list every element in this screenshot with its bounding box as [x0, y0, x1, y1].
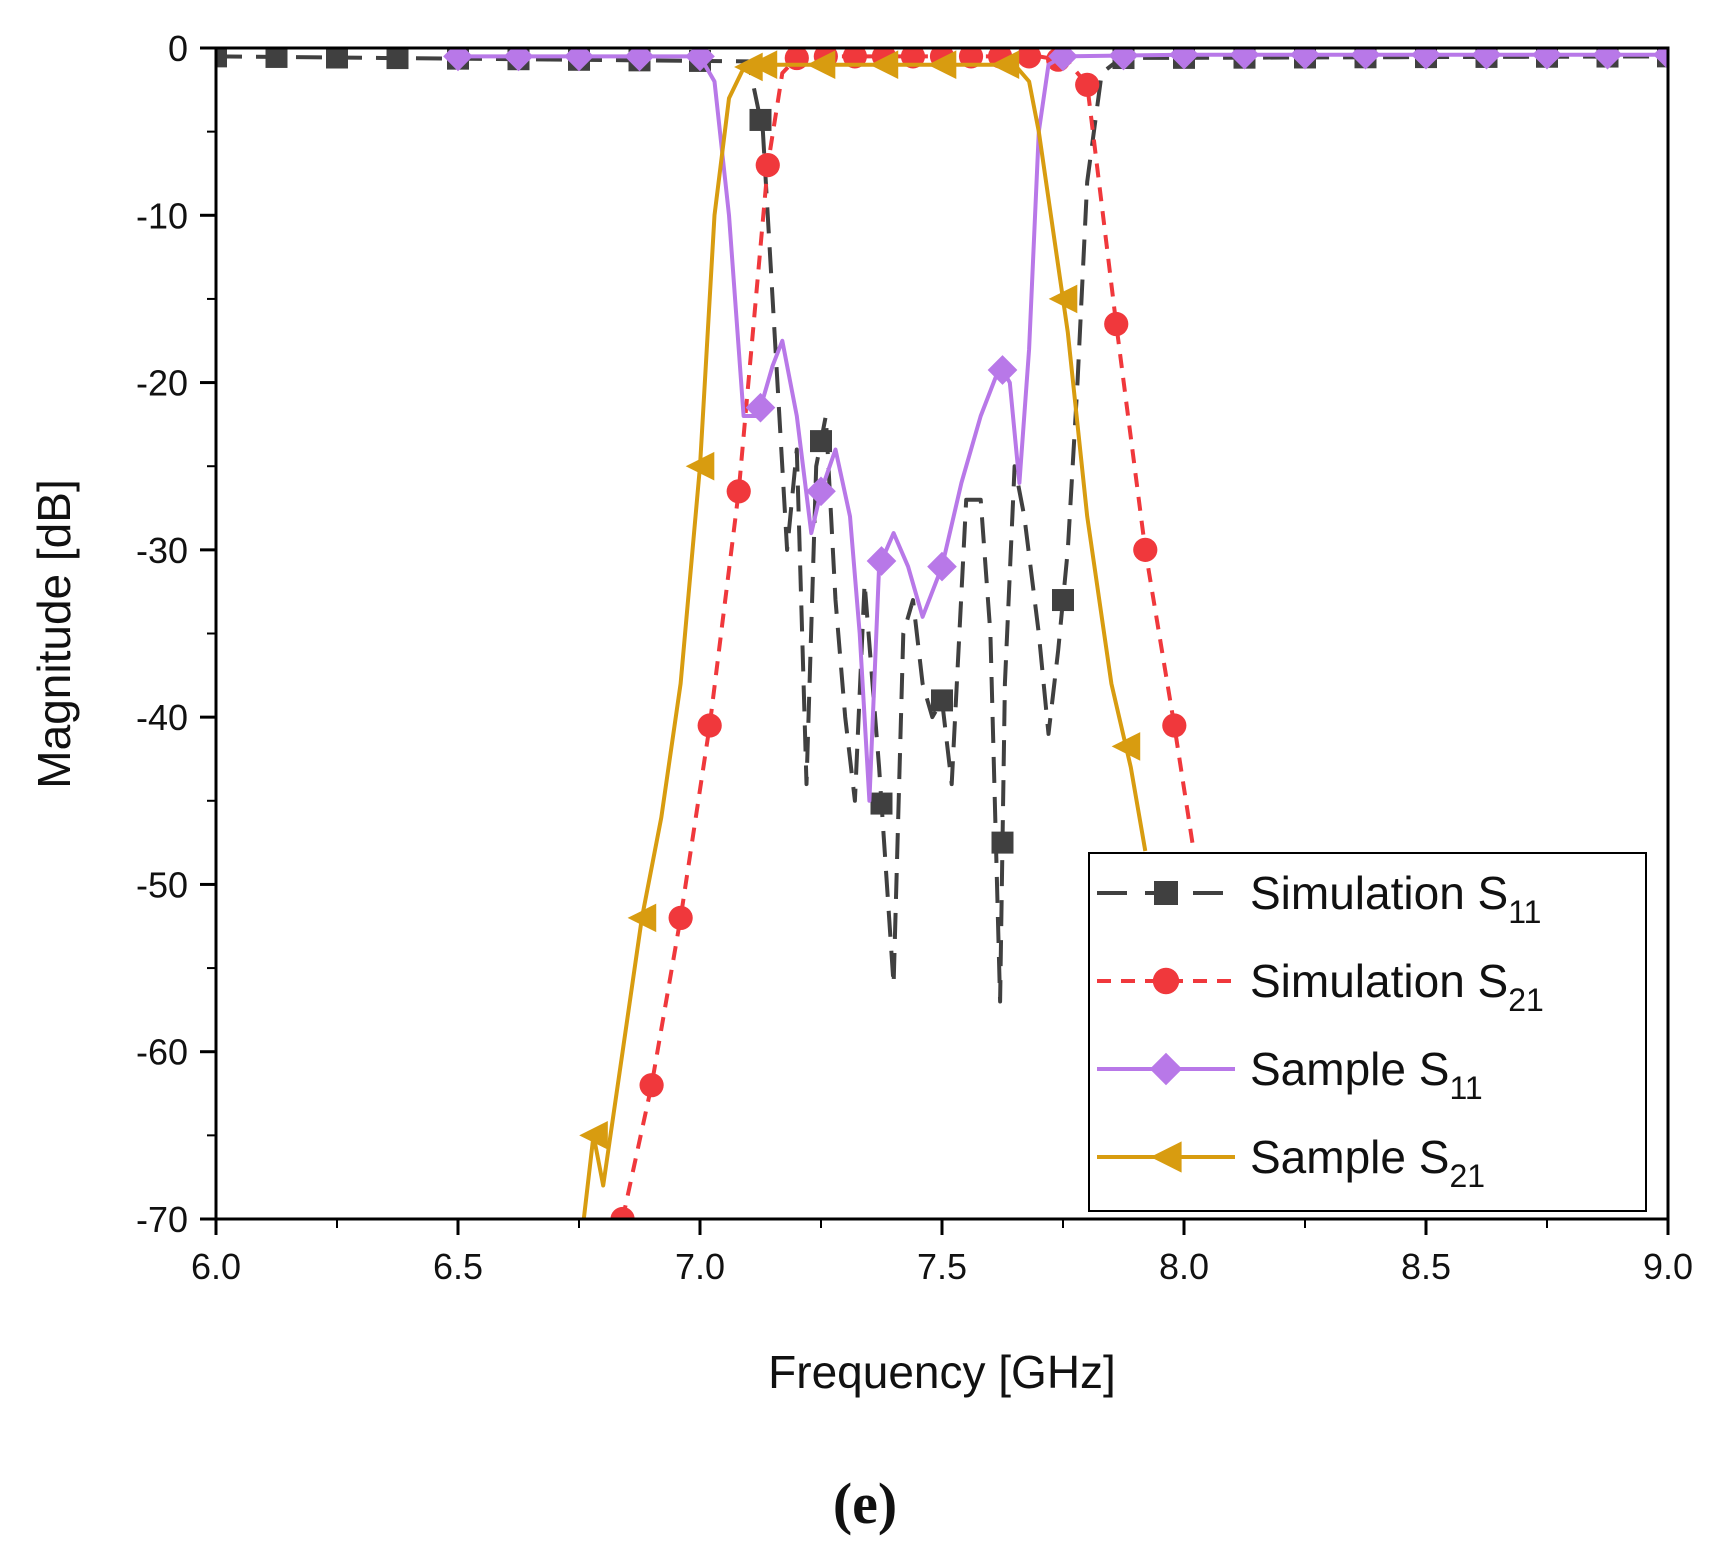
data-point-simulation-s21	[697, 713, 722, 738]
y-tick-label: -10	[136, 195, 188, 236]
y-tick-label: -60	[136, 1032, 188, 1073]
data-point-sample-s11	[1532, 48, 1562, 70]
legend-marker	[1154, 881, 1178, 905]
axis-ticks: 6.0 6.5 7.0 7.5 8.0 8.5 9.0 0 -10 -20 -30 -40 -50 -60…	[136, 28, 1693, 1287]
data-point-simulation-s11	[931, 689, 953, 712]
series-sample-s11	[443, 48, 1668, 803]
x-tick-label: 8.0	[1159, 1246, 1209, 1287]
data-point-sample-s11	[745, 392, 776, 423]
data-point-simulation-s21	[639, 1073, 664, 1098]
data-point-sample-s11	[1471, 48, 1502, 70]
data-point-sample-s11	[806, 476, 836, 507]
data-point-sample-s21	[627, 903, 657, 933]
data-point-sample-s11	[503, 48, 534, 72]
data-point-sample-s21	[806, 50, 836, 80]
x-tick-label: 7.0	[675, 1246, 725, 1287]
x-tick-label: 9.0	[1643, 1246, 1693, 1287]
legend-box	[1088, 852, 1647, 1212]
data-point-sample-s11	[1229, 48, 1260, 70]
y-tick-label: -30	[136, 530, 188, 571]
data-point-simulation-s21	[668, 905, 693, 930]
data-point-sample-s11	[1290, 48, 1320, 70]
data-point-sample-s21	[748, 50, 778, 80]
data-point-sample-s21	[990, 50, 1020, 80]
data-point-sample-s11	[1108, 48, 1139, 71]
x-tick-label: 8.5	[1401, 1246, 1451, 1287]
x-tick-label: 6.0	[191, 1246, 241, 1287]
data-point-sample-s11	[1653, 48, 1668, 70]
y-axis-title: Magnitude [dB]	[28, 479, 80, 788]
data-point-simulation-s21	[610, 1206, 635, 1219]
data-point-simulation-s21	[1162, 713, 1187, 738]
data-point-sample-s21	[927, 50, 957, 80]
data-point-simulation-s11	[870, 792, 893, 815]
data-point-sample-s21	[1048, 284, 1078, 314]
data-point-simulation-s11	[216, 48, 227, 68]
data-point-simulation-s11	[1052, 589, 1074, 612]
data-point-sample-s21	[685, 451, 715, 481]
data-point-sample-s11	[624, 48, 655, 72]
data-point-simulation-s11	[386, 48, 409, 70]
y-tick-label: 0	[168, 28, 188, 69]
y-tick-label: -40	[136, 697, 188, 738]
data-point-sample-s11	[1411, 48, 1441, 70]
data-point-simulation-s21	[1017, 48, 1042, 69]
panel-label: (e)	[833, 1471, 897, 1536]
y-tick-label: -20	[136, 363, 188, 404]
x-tick-label: 7.5	[917, 1246, 967, 1287]
series-line-sample-s11	[458, 52, 1668, 803]
data-point-sample-s11	[443, 48, 473, 72]
data-point-sample-s21	[869, 50, 899, 80]
y-tick-label: -50	[136, 864, 188, 905]
data-point-sample-s11	[1048, 48, 1078, 72]
data-point-sample-s11	[564, 48, 594, 72]
x-tick-label: 6.5	[433, 1246, 483, 1287]
data-point-sample-s21	[579, 1121, 608, 1150]
data-point-simulation-s21	[1075, 72, 1100, 97]
data-point-sample-s11	[1350, 48, 1381, 70]
data-point-sample-s11	[866, 546, 897, 576]
series-line-simulation-s21	[620, 54, 1196, 1219]
data-point-sample-s11	[1169, 48, 1199, 70]
data-point-simulation-s21	[1133, 537, 1158, 562]
legend-marker	[1150, 1141, 1182, 1173]
x-axis-title: Frequency [GHz]	[768, 1346, 1116, 1398]
data-point-simulation-s11	[265, 48, 288, 68]
data-point-simulation-s21	[755, 153, 780, 178]
data-point-sample-s11	[685, 48, 715, 72]
series-sample-s21	[579, 50, 1148, 1219]
data-point-simulation-s11	[749, 108, 772, 131]
legend-marker	[1149, 1052, 1183, 1086]
data-point-simulation-s21	[726, 479, 751, 504]
data-point-sample-s11	[1592, 48, 1623, 70]
data-point-simulation-s11	[810, 430, 832, 453]
series-line-simulation-s11	[216, 54, 1668, 1004]
y-tick-label: -70	[136, 1199, 188, 1240]
series-simulation-s21	[610, 48, 1196, 1219]
data-point-sample-s21	[734, 52, 763, 82]
series-layer	[216, 48, 1668, 1219]
data-point-sample-s21	[1111, 732, 1141, 761]
data-point-simulation-s11	[326, 48, 348, 69]
legend-marker	[1152, 967, 1180, 995]
data-point-simulation-s21	[1104, 311, 1129, 337]
data-point-sample-s11	[987, 355, 1018, 385]
data-point-simulation-s11	[991, 831, 1014, 854]
data-point-sample-s11	[927, 551, 957, 582]
